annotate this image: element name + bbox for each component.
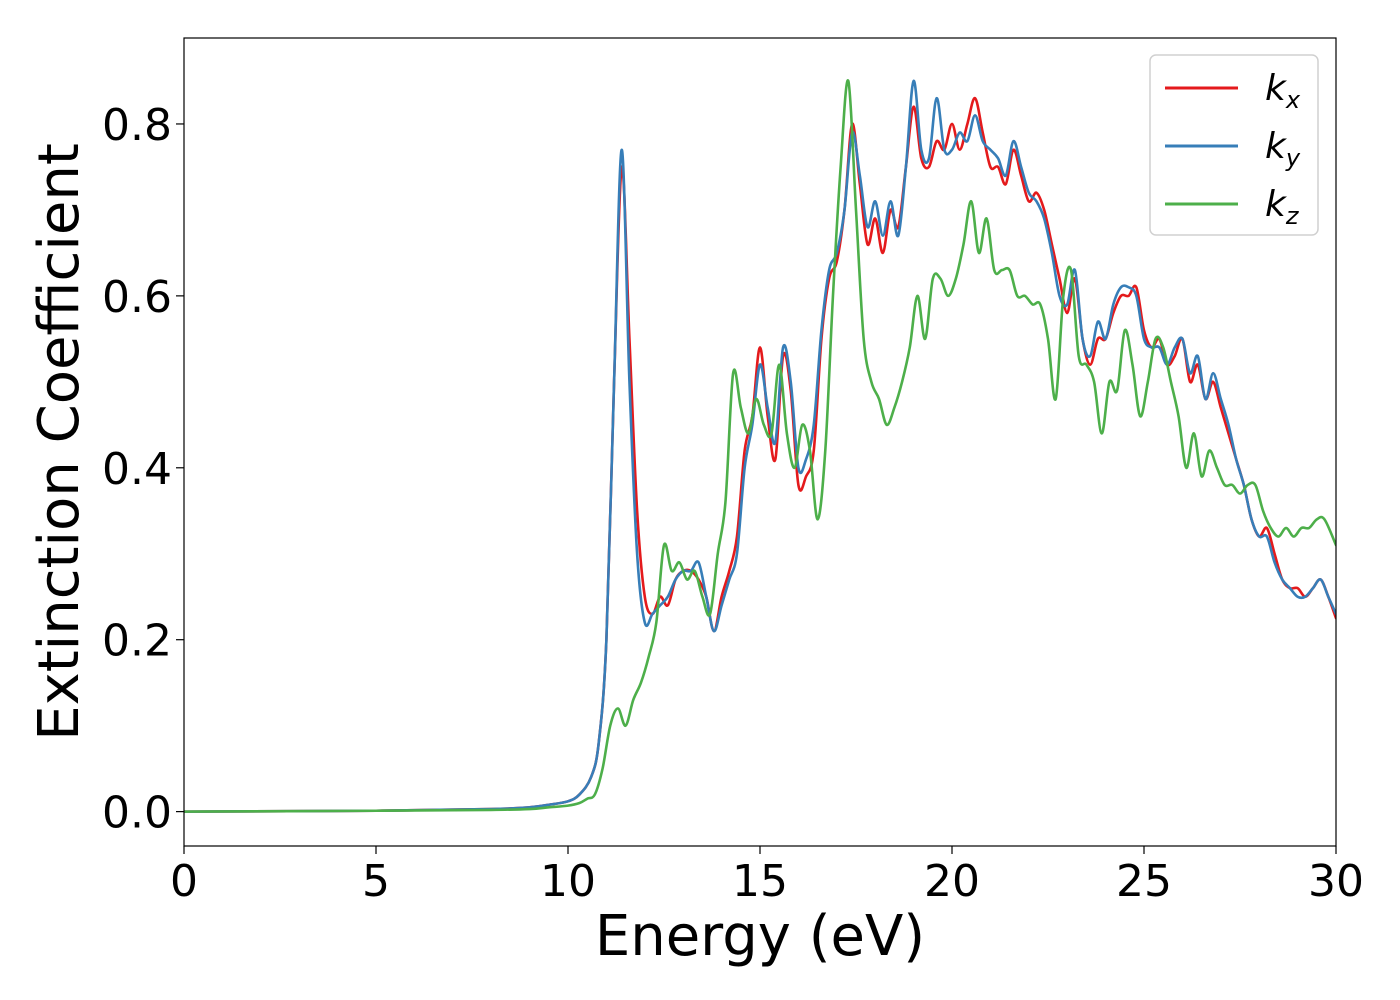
x-tick-label: 0 (170, 856, 198, 907)
y-tick-label: 0.0 (102, 788, 172, 839)
x-tick-label: 30 (1308, 856, 1364, 907)
y-tick-label: 0.6 (102, 272, 172, 323)
x-tick-label: 20 (924, 856, 980, 907)
y-axis-title: Extinction Coefficient (27, 143, 92, 741)
legend-label-k-y: ky (1265, 126, 1301, 172)
series-line-k-x (184, 96, 1336, 813)
y-tick-label: 0.4 (102, 444, 172, 495)
y-tick-label: 0.8 (102, 100, 172, 151)
series-line-k-y (184, 79, 1336, 813)
y-axis: 0.0 0.2 0.4 0.6 0.8 (102, 100, 184, 839)
x-tick-label: 10 (540, 856, 596, 907)
x-axis-title: Energy (eV) (595, 904, 925, 969)
y-tick-label: 0.2 (102, 616, 172, 667)
legend: kx ky kz (1149, 54, 1319, 236)
x-tick-label: 15 (732, 856, 788, 907)
x-tick-label: 25 (1116, 856, 1172, 907)
series-layer (184, 79, 1336, 813)
x-tick-label: 5 (362, 856, 390, 907)
legend-label-k-z: kz (1265, 184, 1300, 230)
legend-label-k-x: kx (1265, 68, 1301, 114)
x-axis: 0 5 10 15 20 25 30 (170, 846, 1364, 907)
series-line-k-z (184, 79, 1336, 813)
